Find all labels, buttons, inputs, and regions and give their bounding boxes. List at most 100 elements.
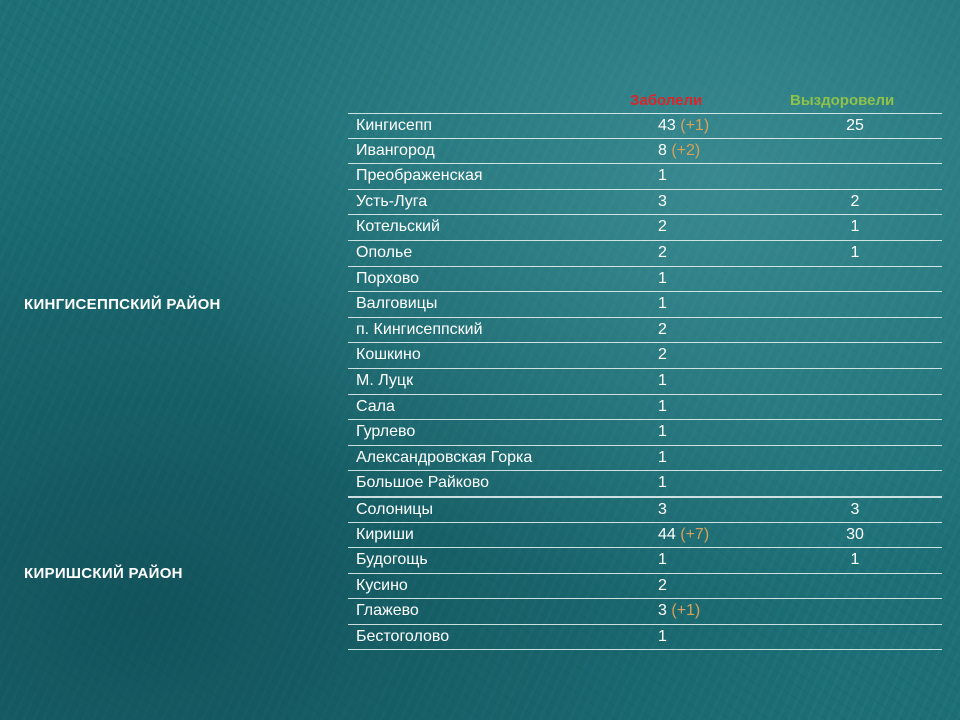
locality-name: Ивангород bbox=[356, 141, 435, 159]
locality-name: Глажево bbox=[356, 602, 419, 620]
table-row: Бестоголово 1 bbox=[348, 625, 942, 651]
table-row: Глажево 3 (+1) bbox=[348, 599, 942, 625]
sick-delta: (+1) bbox=[671, 602, 701, 620]
table-row: Сала 1 bbox=[348, 395, 942, 421]
table-row: Солоницы 3 3 bbox=[348, 496, 942, 523]
sick-cell: 2 bbox=[658, 244, 667, 262]
cases-table: КИНГИСЕППСКИЙ РАЙОН Кингисепп 43 (+1) 25 Ива… bbox=[18, 113, 942, 651]
locality-name: Котельский bbox=[356, 218, 440, 236]
sick-count: 3 bbox=[658, 602, 667, 620]
table-row: Ополье 2 1 bbox=[348, 241, 942, 267]
sick-cell: 1 bbox=[658, 270, 667, 288]
sick-count: 2 bbox=[658, 320, 667, 338]
locality-name: Кусино bbox=[356, 576, 408, 594]
sick-delta: (+7) bbox=[680, 525, 710, 543]
locality-name: Усть-Луга bbox=[356, 192, 428, 210]
table-row: Порхово 1 bbox=[348, 267, 942, 293]
sick-count: 8 bbox=[658, 141, 667, 159]
sick-cell: 1 bbox=[658, 295, 667, 313]
sick-cell: 1 bbox=[658, 423, 667, 441]
sick-cell: 1 bbox=[658, 372, 667, 390]
sick-count: 1 bbox=[658, 167, 667, 185]
sick-count: 1 bbox=[658, 551, 667, 569]
table-row: п. Кингисеппский 2 bbox=[348, 318, 942, 344]
sick-delta: (+2) bbox=[671, 141, 701, 159]
sick-count: 1 bbox=[658, 423, 667, 441]
sick-cell: 1 bbox=[658, 474, 667, 492]
sick-cell: 8 (+2) bbox=[658, 142, 700, 160]
sick-count: 2 bbox=[658, 218, 667, 236]
sick-cell: 44 (+7) bbox=[658, 526, 709, 544]
locality-name: Сала bbox=[356, 397, 395, 415]
table-row: Александровская Горка 1 bbox=[348, 446, 942, 472]
sick-count: 1 bbox=[658, 269, 667, 287]
locality-name: Валговицы bbox=[356, 295, 438, 313]
locality-name: Большое Райково bbox=[356, 474, 490, 492]
table-row: Гурлево 1 bbox=[348, 420, 942, 446]
sick-count: 1 bbox=[658, 397, 667, 415]
sick-cell: 2 bbox=[658, 346, 667, 364]
sick-count: 1 bbox=[658, 627, 667, 645]
table-row: Кошкино 2 bbox=[348, 343, 942, 369]
sick-count: 1 bbox=[658, 371, 667, 389]
locality-name: Кошкино bbox=[356, 346, 421, 364]
sick-cell: 1 bbox=[658, 398, 667, 416]
sick-count: 1 bbox=[658, 295, 667, 313]
table-row: Кириши 44 (+7) 30 bbox=[348, 523, 942, 549]
sick-count: 3 bbox=[658, 192, 667, 210]
header-recovered: Выздоровели bbox=[790, 92, 895, 109]
sick-cell: 2 bbox=[658, 577, 667, 595]
recovered-count: 25 bbox=[846, 117, 864, 134]
sick-count: 1 bbox=[658, 448, 667, 466]
locality-name: Преображенская bbox=[356, 167, 483, 185]
sick-count: 1 bbox=[658, 474, 667, 492]
sick-cell: 1 bbox=[658, 628, 667, 646]
locality-name: Порхово bbox=[356, 269, 420, 287]
locality-name: Гурлево bbox=[356, 423, 416, 441]
locality-name: Будогощь bbox=[356, 551, 428, 569]
table-row: Кингисепп 43 (+1) 25 bbox=[348, 113, 942, 139]
sick-count: 2 bbox=[658, 346, 667, 364]
recovered-count: 1 bbox=[850, 551, 860, 569]
sick-cell: 2 bbox=[658, 321, 667, 339]
sick-cell: 1 bbox=[658, 167, 667, 185]
sick-cell: 3 (+1) bbox=[658, 602, 700, 620]
table-row: М. Луцк 1 bbox=[348, 369, 942, 395]
sick-cell: 1 bbox=[658, 551, 667, 569]
locality-name: п. Кингисеппский bbox=[356, 320, 483, 338]
sick-delta: (+1) bbox=[680, 117, 710, 134]
sick-cell: 1 bbox=[658, 449, 667, 467]
sick-count: 44 bbox=[658, 525, 676, 543]
table-row: Ивангород 8 (+2) bbox=[348, 139, 942, 165]
locality-name: Солоницы bbox=[356, 500, 433, 518]
locality-name: М. Луцк bbox=[356, 371, 414, 389]
sick-count: 3 bbox=[658, 500, 667, 518]
district-name: КИРИШСКИЙ РАЙОН bbox=[24, 565, 183, 583]
table-row: Будогощь 1 1 bbox=[348, 548, 942, 574]
locality-name: Кингисепп bbox=[356, 117, 433, 134]
table-row: Усть-Луга 3 2 bbox=[348, 190, 942, 216]
district-group: КИНГИСЕППСКИЙ РАЙОН Кингисепп 43 (+1) 25 Ива… bbox=[18, 113, 942, 497]
sick-cell: 43 (+1) bbox=[658, 117, 709, 135]
locality-name: Александровская Горка bbox=[356, 448, 533, 466]
sick-count: 2 bbox=[658, 243, 667, 261]
district-group: КИРИШСКИЙ РАЙОН Солоницы 3 3 Кириши 44 (+7) 30… bbox=[18, 496, 942, 651]
recovered-count: 1 bbox=[850, 243, 860, 261]
table-row: Котельский 2 1 bbox=[348, 215, 942, 241]
sick-cell: 3 bbox=[658, 501, 667, 519]
table-row: Преображенская 1 bbox=[348, 164, 942, 190]
recovered-count: 30 bbox=[846, 525, 864, 543]
table-row: Кусино 2 bbox=[348, 574, 942, 600]
table-row: Большое Райково 1 bbox=[348, 471, 942, 497]
locality-name: Ополье bbox=[356, 243, 413, 261]
sick-count: 2 bbox=[658, 576, 667, 594]
district-name: КИНГИСЕППСКИЙ РАЙОН bbox=[24, 296, 221, 314]
table-row: Валговицы 1 bbox=[348, 292, 942, 318]
locality-name: Бестоголово bbox=[356, 627, 450, 645]
sick-cell: 3 bbox=[658, 193, 667, 211]
locality-name: Кириши bbox=[356, 525, 414, 543]
recovered-count: 1 bbox=[850, 218, 860, 236]
sick-count: 43 bbox=[658, 117, 676, 134]
sick-cell: 2 bbox=[658, 218, 667, 236]
recovered-count: 3 bbox=[850, 500, 860, 518]
